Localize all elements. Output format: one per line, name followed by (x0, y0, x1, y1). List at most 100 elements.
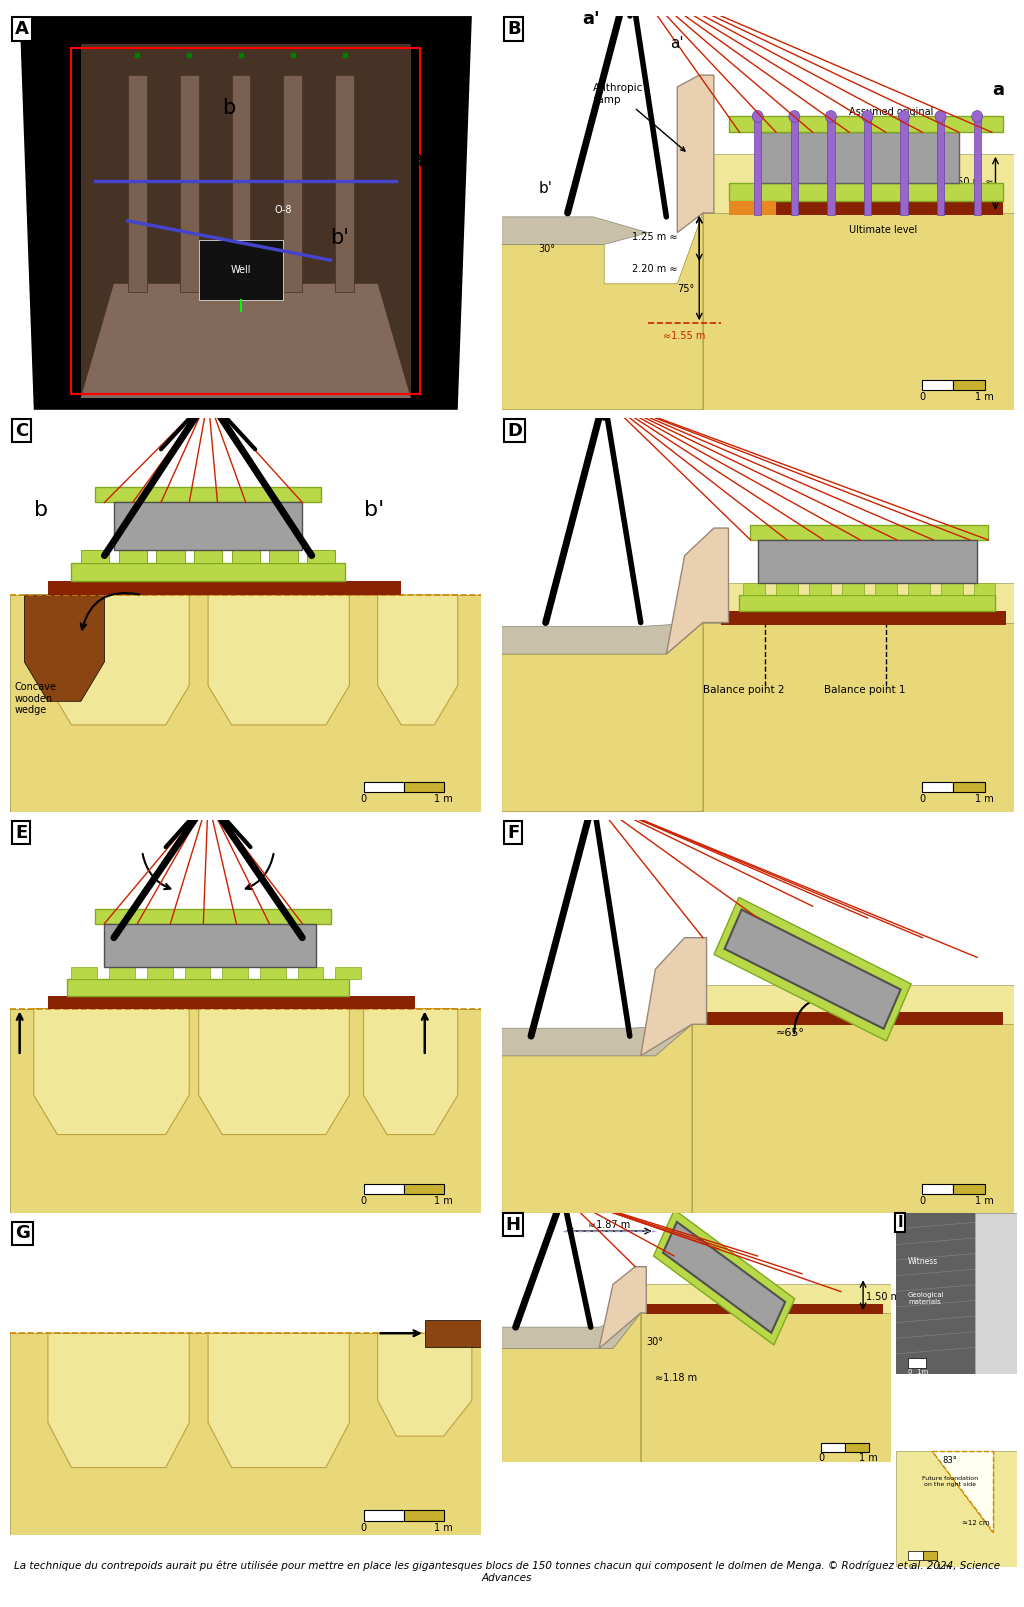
Text: a: a (992, 80, 1004, 98)
Bar (646, 1303, 883, 1313)
Bar (728, 201, 1002, 215)
Bar (754, 116, 762, 215)
Text: 0: 0 (920, 392, 926, 402)
Bar (364, 783, 403, 792)
Bar (114, 503, 302, 550)
Text: H: H (506, 1216, 520, 1234)
Polygon shape (641, 1313, 891, 1462)
Text: 2.20 m ≈: 2.20 m ≈ (632, 264, 677, 273)
Polygon shape (641, 938, 707, 1056)
Bar (157, 550, 184, 564)
Polygon shape (208, 1334, 349, 1467)
Bar (48, 582, 401, 595)
Text: ≈65°: ≈65° (776, 1028, 805, 1038)
Text: Concave
wooden
wedge: Concave wooden wedge (15, 681, 57, 715)
Text: 1 m: 1 m (975, 794, 994, 804)
Polygon shape (19, 16, 472, 410)
Bar (194, 550, 222, 564)
Bar (776, 583, 798, 595)
Polygon shape (714, 897, 911, 1041)
Text: ≈1.18 m: ≈1.18 m (654, 1372, 696, 1382)
Text: 1 m: 1 m (434, 1523, 453, 1533)
Bar (104, 924, 316, 967)
Bar (845, 1443, 868, 1451)
Text: Geological
materials: Geological materials (908, 1292, 945, 1305)
Text: I: I (897, 1215, 903, 1229)
Bar (231, 550, 260, 564)
Polygon shape (641, 1284, 891, 1313)
Circle shape (753, 111, 763, 122)
Text: Balance point 2: Balance point 2 (702, 686, 784, 696)
Text: 1.50 m ≈: 1.50 m ≈ (948, 177, 993, 188)
Polygon shape (692, 1024, 1014, 1213)
Bar (900, 116, 907, 215)
Text: La technique du contrepoids aurait pu être utilisée pour mettre en place les gig: La technique du contrepoids aurait pu êt… (13, 1560, 1000, 1583)
Bar (128, 76, 146, 292)
Polygon shape (667, 529, 728, 654)
Polygon shape (10, 595, 481, 812)
Polygon shape (502, 622, 702, 812)
Bar (953, 381, 984, 391)
Bar (425, 1319, 481, 1347)
Bar (908, 1358, 927, 1368)
Polygon shape (10, 1009, 481, 1213)
Text: 30°: 30° (646, 1337, 664, 1347)
Bar (864, 116, 871, 215)
Circle shape (972, 111, 983, 122)
Bar (222, 967, 248, 979)
Text: 1 m: 1 m (859, 1453, 878, 1464)
Text: F: F (507, 823, 519, 842)
Text: Well: Well (230, 265, 251, 275)
Polygon shape (502, 1313, 641, 1462)
Text: Ultimate level: Ultimate level (849, 225, 918, 235)
Bar (809, 583, 830, 595)
Polygon shape (25, 595, 104, 701)
Bar (403, 1511, 443, 1522)
Text: E: E (15, 823, 28, 842)
Polygon shape (48, 595, 189, 725)
Polygon shape (34, 1009, 189, 1135)
Bar (751, 525, 988, 540)
Bar (364, 1511, 403, 1522)
Bar (95, 487, 322, 503)
Polygon shape (502, 1313, 641, 1348)
Bar (307, 550, 335, 564)
Text: 1 m: 1 m (434, 1196, 453, 1205)
Polygon shape (10, 1334, 481, 1535)
Polygon shape (378, 1334, 472, 1437)
Text: 0: 0 (818, 1453, 824, 1464)
Text: B: B (507, 19, 520, 39)
Bar (95, 908, 331, 924)
Text: 30°: 30° (539, 244, 555, 254)
Bar (728, 116, 1002, 132)
Text: A: A (15, 19, 29, 39)
Bar (728, 183, 1002, 201)
Bar (403, 783, 443, 792)
Polygon shape (653, 1210, 795, 1345)
Polygon shape (692, 985, 1014, 1024)
Bar (974, 583, 995, 595)
Polygon shape (702, 214, 1014, 410)
Circle shape (825, 111, 837, 122)
Text: 1.25 m ≈: 1.25 m ≈ (632, 233, 677, 243)
Bar (941, 583, 963, 595)
Bar (907, 583, 930, 595)
Bar (758, 132, 958, 183)
Polygon shape (378, 595, 458, 725)
Bar (953, 783, 984, 792)
Circle shape (899, 111, 909, 122)
Text: 75°: 75° (677, 284, 694, 294)
Polygon shape (208, 595, 349, 725)
Circle shape (862, 111, 872, 122)
Polygon shape (702, 622, 1014, 812)
Polygon shape (81, 43, 411, 399)
Text: b': b' (539, 182, 552, 196)
Polygon shape (199, 1009, 349, 1135)
Polygon shape (502, 214, 702, 410)
Polygon shape (896, 1451, 1017, 1567)
Bar (231, 76, 251, 292)
Bar (874, 583, 897, 595)
Bar (180, 76, 199, 292)
Text: Balance point 1: Balance point 1 (823, 686, 905, 696)
Text: 0: 0 (360, 1523, 367, 1533)
